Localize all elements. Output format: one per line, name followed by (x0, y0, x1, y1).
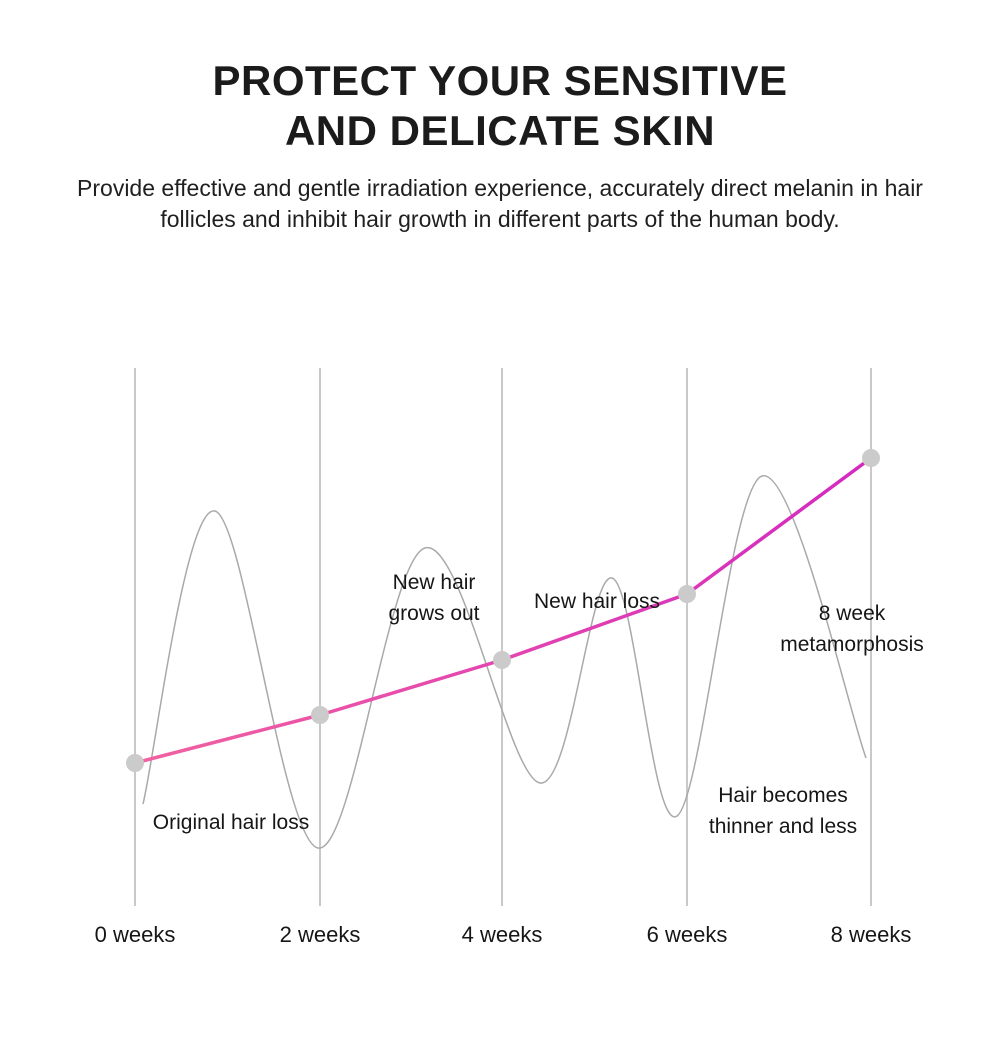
x-axis-labels: 0 weeks 2 weeks 4 weeks 6 weeks 8 weeks (95, 922, 912, 947)
x-axis-label-0: 0 weeks (95, 922, 176, 947)
progress-dot-week-4 (493, 651, 511, 669)
x-axis-label-1: 2 weeks (280, 922, 361, 947)
x-axis-label-2: 4 weeks (462, 922, 543, 947)
annotation-1: New hair grows out (388, 571, 479, 625)
progress-dot-week-8 (862, 449, 880, 467)
annotation-0: Original hair loss (153, 811, 309, 834)
progress-dots (126, 449, 880, 772)
progress-dot-week-0 (126, 754, 144, 772)
title-line-2: AND DELICATE SKIN (284, 107, 716, 155)
annotation-4-line-0: Hair becomes (718, 784, 848, 807)
header: PROTECT YOUR SENSITIVE AND DELICATE SKIN… (0, 56, 1000, 235)
annotation-2-line-0: New hair loss (534, 590, 660, 613)
page-subtitle: Provide effective and gentle irradiation… (77, 174, 923, 232)
page-title: PROTECT YOUR SENSITIVE AND DELICATE SKIN (20, 56, 980, 157)
annotation-1-line-0: New hair (393, 571, 476, 594)
annotation-2: New hair loss (534, 590, 660, 613)
growth-cycle-curve (142, 475, 867, 849)
title-line-1: PROTECT YOUR SENSITIVE (212, 57, 788, 104)
annotation-3-line-0: 8 week (819, 602, 886, 625)
progress-dot-week-2 (311, 706, 329, 724)
annotation-4-line-1: thinner and less (709, 815, 857, 838)
progress-dot-week-6 (678, 585, 696, 603)
annotation-1-line-1: grows out (388, 602, 479, 625)
annotation-4: Hair becomes thinner and less (709, 784, 857, 838)
annotation-3-line-1: metamorphosis (780, 633, 924, 656)
growth-cycle-path (142, 475, 867, 849)
x-axis-label-3: 6 weeks (647, 922, 728, 947)
x-axis-label-4: 8 weeks (831, 922, 912, 947)
annotation-0-line-0: Original hair loss (153, 811, 309, 834)
annotation-3: 8 week metamorphosis (780, 602, 924, 656)
